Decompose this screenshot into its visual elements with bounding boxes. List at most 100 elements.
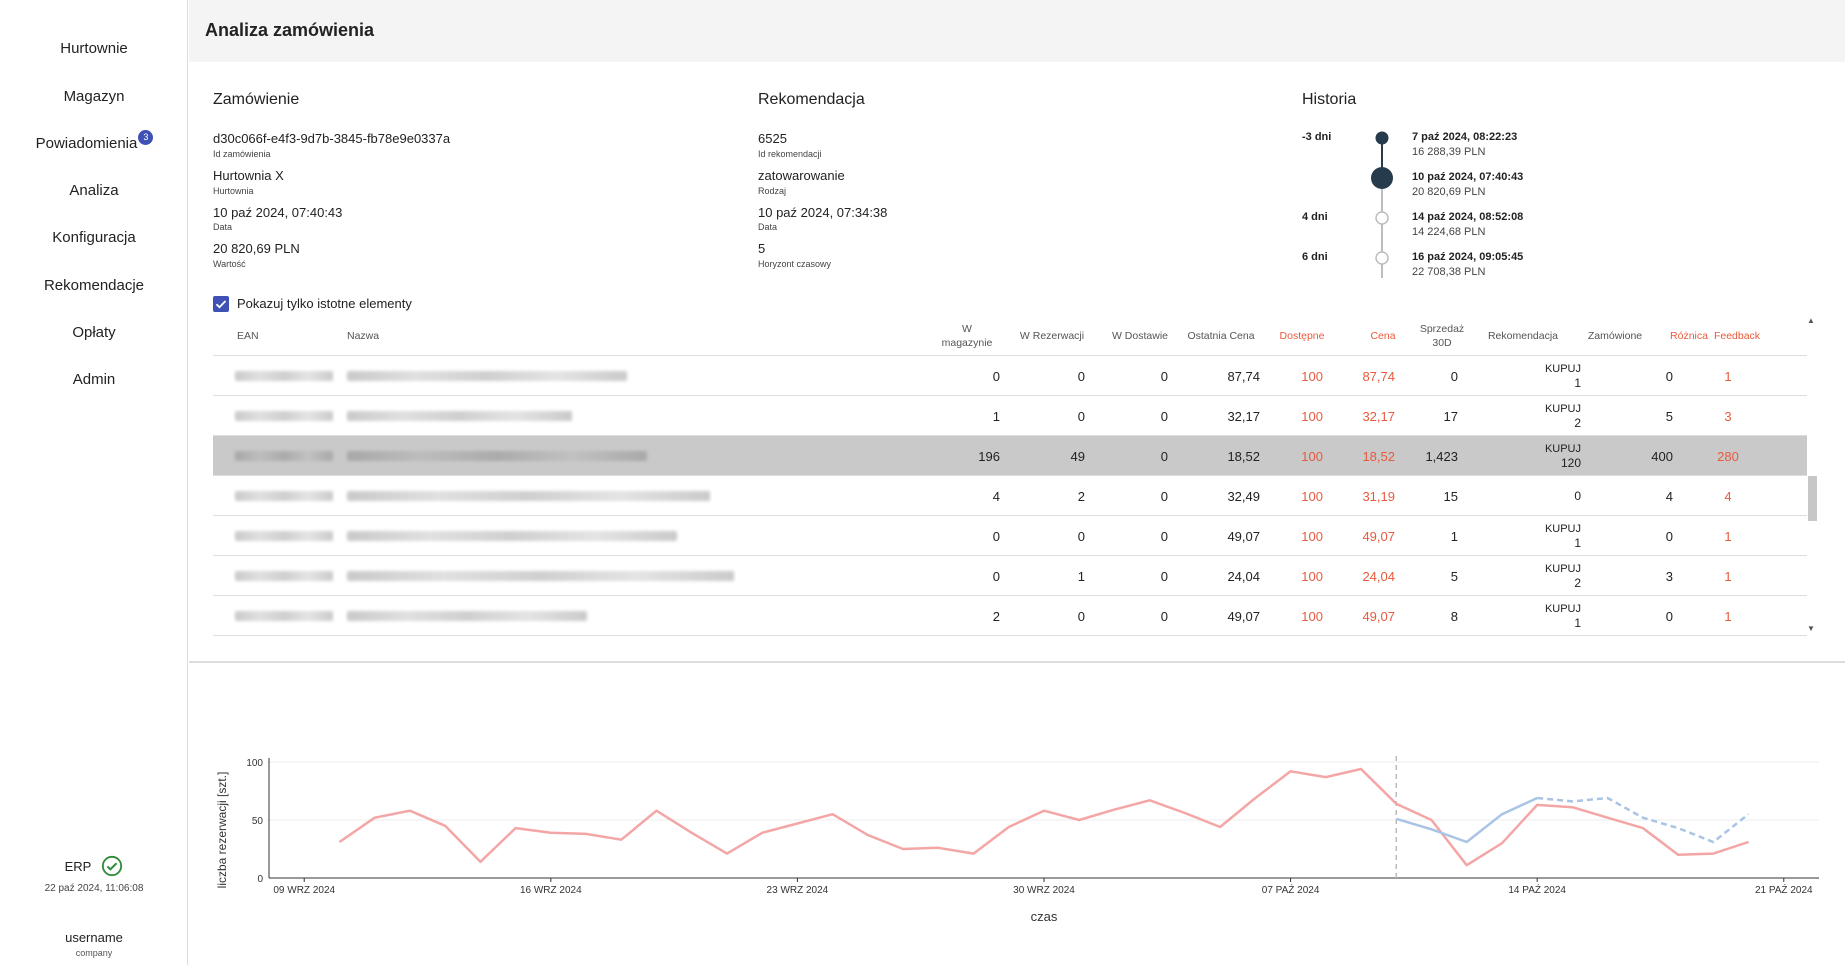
cell-price: 31,19 xyxy=(1362,488,1395,504)
nav-magazyn[interactable]: Magazyn xyxy=(0,88,188,105)
timeline-dot[interactable] xyxy=(1375,251,1389,265)
table-row[interactable]: 196 49 0 18,52 100 18,52 1,423 KUPUJ 120… xyxy=(213,436,1807,476)
cell-difference[interactable]: 1 xyxy=(1724,608,1732,624)
ean-redacted xyxy=(235,531,333,541)
header-difference[interactable]: Różnica xyxy=(1670,330,1708,342)
table-row[interactable]: 0 1 0 24,04 100 24,04 5 KUPUJ 2 3 1 xyxy=(213,556,1807,596)
cell-difference[interactable]: 1 xyxy=(1724,368,1732,384)
cell-difference[interactable]: 4 xyxy=(1724,488,1732,504)
cell-difference[interactable]: 1 xyxy=(1724,568,1732,584)
nav-oplaty[interactable]: Opłaty xyxy=(0,324,188,341)
recommendation-horizon: 5 xyxy=(758,241,766,256)
header-available[interactable]: Dostępne xyxy=(1279,330,1325,342)
nav-analiza[interactable]: Analiza xyxy=(0,182,188,199)
header-last-price[interactable]: Ostatnia Cena xyxy=(1187,330,1255,342)
x-tick-label: 30 WRZ 2024 xyxy=(1013,885,1075,896)
nav-label: Opłaty xyxy=(72,324,116,341)
scroll-up-icon[interactable]: ▲ xyxy=(1807,316,1815,325)
reco-qty: 1 xyxy=(1574,376,1581,390)
cell-price: 18,52 xyxy=(1362,448,1395,464)
cell-reserved: 0 xyxy=(1077,368,1085,384)
order-date-label: Data xyxy=(213,222,233,232)
recommendation-horizon-label: Horyzont czasowy xyxy=(758,259,832,269)
x-axis-label: czas xyxy=(1031,909,1058,924)
cell-delivery: 0 xyxy=(1160,408,1168,424)
history-date[interactable]: 7 paź 2024, 08:22:23 xyxy=(1412,131,1518,143)
name-redacted xyxy=(347,611,587,621)
notification-badge: 3 xyxy=(138,130,154,145)
history-date[interactable]: 16 paź 2024, 09:05:45 xyxy=(1412,251,1524,263)
nav-admin[interactable]: Admin xyxy=(0,371,188,388)
history-value: 22 708,38 PLN xyxy=(1412,266,1486,278)
reco-label: KUPUJ xyxy=(1544,443,1581,455)
header-stock[interactable]: W magazynie xyxy=(937,322,997,350)
cell-reserved: 0 xyxy=(1077,608,1085,624)
check-circle-icon xyxy=(102,855,123,877)
cell-sales: 0 xyxy=(1450,368,1458,384)
scroll-thumb[interactable] xyxy=(1808,476,1817,521)
reco-label: KUPUJ xyxy=(1544,523,1581,535)
header-recommendation[interactable]: Rekomendacja xyxy=(1487,330,1559,342)
header-stock-line2: magazynie xyxy=(941,337,993,349)
header-price[interactable]: Cena xyxy=(1370,330,1396,342)
cell-stock: 196 xyxy=(978,448,1000,464)
nav-rekomendacje[interactable]: Rekomendacje xyxy=(0,277,188,294)
ean-redacted xyxy=(235,611,333,621)
header-divider xyxy=(213,355,1807,356)
ean-redacted xyxy=(235,491,333,501)
header-sales[interactable]: Sprzedaż 30D xyxy=(1412,322,1472,350)
cell-recommendation: KUPUJ 120 xyxy=(1521,436,1581,476)
nav-konfiguracja[interactable]: Konfiguracja xyxy=(0,229,188,246)
cell-last-price: 32,17 xyxy=(1227,408,1260,424)
table-row[interactable]: 0 0 0 87,74 100 87,74 0 KUPUJ 1 0 1 xyxy=(213,356,1807,396)
cell-available: 100 xyxy=(1301,368,1323,384)
nav-label: Analiza xyxy=(69,182,119,199)
header-name[interactable]: Nazwa xyxy=(347,330,380,342)
nav-label: Powiadomienia xyxy=(35,135,138,152)
history-title: Historia xyxy=(1302,91,1357,108)
table-row[interactable]: 2 0 0 49,07 100 49,07 8 KUPUJ 1 0 1 xyxy=(213,596,1807,636)
cell-recommendation: KUPUJ 1 xyxy=(1521,596,1581,636)
cell-reserved: 0 xyxy=(1077,528,1085,544)
timeline-dot-current[interactable] xyxy=(1371,167,1393,189)
order-value-label: Wartość xyxy=(213,259,246,269)
reco-qty: 120 xyxy=(1560,456,1581,470)
history-value: 20 820,69 PLN xyxy=(1412,186,1486,198)
series-actual-line xyxy=(338,767,1749,867)
cell-difference[interactable]: 3 xyxy=(1724,408,1732,424)
cell-difference[interactable]: 1 xyxy=(1724,528,1732,544)
header-feedback[interactable]: Feedback xyxy=(1713,330,1761,342)
erp-status: ERP 22 paź 2024, 11:06:08 xyxy=(0,855,188,894)
cell-difference[interactable]: 280 xyxy=(1717,448,1739,464)
reco-label: KUPUJ xyxy=(1544,403,1581,415)
cell-last-price: 32,49 xyxy=(1227,488,1260,504)
table-row[interactable]: 1 0 0 32,17 100 32,17 17 KUPUJ 2 5 3 xyxy=(213,396,1807,436)
header-ean[interactable]: EAN xyxy=(237,330,259,342)
name-redacted xyxy=(347,411,572,421)
sidebar: Hurtownie Magazyn Powiadomienia 3 Analiza… xyxy=(0,0,188,965)
recommendation-type-label: Rodzaj xyxy=(758,186,787,196)
cell-sales: 1 xyxy=(1450,528,1458,544)
user-info[interactable]: username company xyxy=(0,930,188,958)
significant-only-label[interactable]: Pokazuj tylko istotne elementy xyxy=(237,296,412,311)
scroll-down-icon[interactable]: ▼ xyxy=(1807,624,1815,633)
timeline-dot[interactable] xyxy=(1375,131,1389,145)
reco-label: KUPUJ xyxy=(1544,363,1581,375)
timeline-dot[interactable] xyxy=(1375,211,1389,225)
cell-sales: 5 xyxy=(1450,568,1458,584)
reco-label: KUPUJ xyxy=(1544,603,1581,615)
header-reserved[interactable]: W Rezerwacji xyxy=(1019,330,1085,342)
header-delivery[interactable]: W Dostawie xyxy=(1111,330,1168,342)
history-date[interactable]: 14 paź 2024, 08:52:08 xyxy=(1412,211,1524,223)
order-id: d30c066f-e4f3-9d7b-3845-fb78e9e0337a xyxy=(213,131,451,146)
header-ordered[interactable]: Zamówione xyxy=(1587,330,1643,342)
table-scrollbar[interactable]: ▲ ▼ xyxy=(1806,316,1818,636)
table-row[interactable]: 4 2 0 32,49 100 31,19 15 0 4 4 xyxy=(213,476,1807,516)
significant-only-checkbox[interactable] xyxy=(213,296,229,312)
cell-last-price: 87,74 xyxy=(1227,368,1260,384)
nav-powiadomienia[interactable]: Powiadomienia 3 xyxy=(0,130,188,153)
name-redacted xyxy=(347,451,647,461)
history-date[interactable]: 10 paź 2024, 07:40:43 xyxy=(1412,171,1524,183)
nav-hurtownie[interactable]: Hurtownie xyxy=(0,40,188,57)
table-row[interactable]: 0 0 0 49,07 100 49,07 1 KUPUJ 1 0 1 xyxy=(213,516,1807,556)
